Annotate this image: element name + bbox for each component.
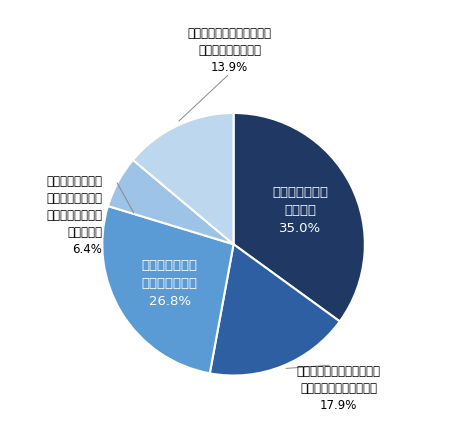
- Text: 知らなかったが
今後利用したい
26.8%: 知らなかったが 今後利用したい 26.8%: [142, 259, 197, 308]
- Wedge shape: [210, 244, 340, 375]
- Wedge shape: [233, 113, 365, 321]
- Wedge shape: [102, 206, 233, 373]
- Text: 知らなかったし、今後も利
用したいと思わない
13.9%: 知らなかったし、今後も利 用したいと思わない 13.9%: [188, 27, 271, 74]
- Text: 知っていて利用したことは
ないが、今後利用したい
17.9%: 知っていて利用したことは ないが、今後利用したい 17.9%: [296, 365, 380, 412]
- Wedge shape: [108, 160, 233, 244]
- Wedge shape: [133, 113, 233, 244]
- Text: 知っていて利用
している
35.0%: 知っていて利用 している 35.0%: [272, 186, 328, 235]
- Text: 知っていて利用し
たことがないし、
今後も利用したい
と思わない
6.4%: 知っていて利用し たことがないし、 今後も利用したい と思わない 6.4%: [46, 175, 102, 256]
